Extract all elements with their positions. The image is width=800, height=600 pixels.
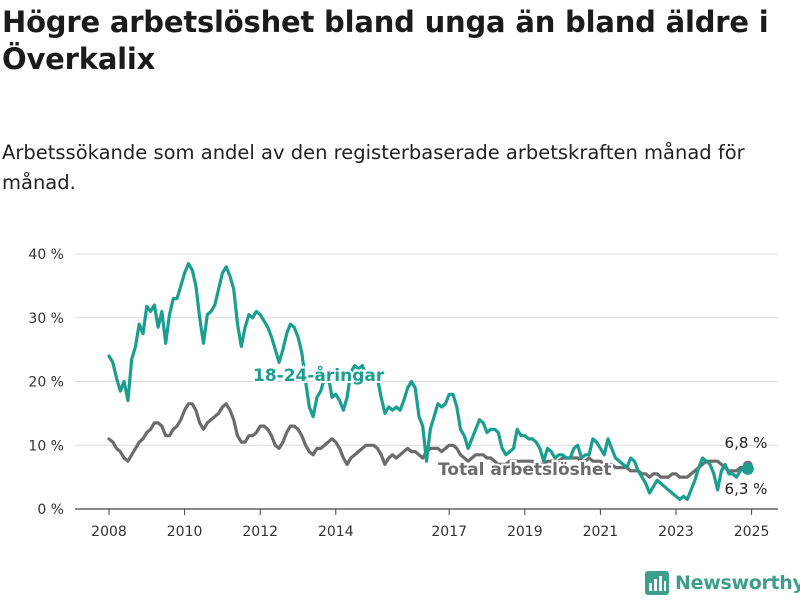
series-label-youth: 18-24-åringar: [253, 364, 385, 386]
y-axis-ticks: 0 % 10 % 20 % 30 % 40 %: [28, 247, 64, 518]
x-tick-label: 2019: [507, 524, 543, 540]
end-point-youth: [741, 462, 754, 475]
y-tick-label: 30 %: [28, 311, 64, 327]
x-tick-label: 2008: [91, 524, 127, 540]
x-tick-label: 2012: [242, 524, 278, 540]
x-tick-label: 2025: [734, 524, 770, 540]
x-axis-ticks: 2008 2010 2012 2014 2017 2019 2021 2023 2025: [91, 509, 769, 540]
x-tick-label: 2017: [431, 524, 467, 540]
x-tick-label: 2014: [318, 524, 354, 540]
y-tick-label: 10 %: [28, 438, 64, 454]
chart-subtitle: Arbetssökande som andel av den registerb…: [2, 141, 745, 194]
newsworthy-logo: Newsworthy: [645, 568, 800, 598]
series-line-youth: [107, 262, 750, 501]
x-tick-label: 2010: [167, 524, 203, 540]
brand-name: Newsworthy: [675, 572, 800, 594]
y-tick-label: 40 %: [28, 247, 64, 263]
y-tick-label: 20 %: [28, 375, 64, 391]
grid-lines: [75, 253, 778, 510]
end-label-youth: 6,3 %: [725, 480, 768, 498]
chart-title: Högre arbetslöshet bland unga än bland ä…: [2, 5, 769, 76]
x-tick-label: 2023: [658, 524, 694, 540]
series-label-total: Total arbetslöshet: [438, 460, 612, 480]
end-label-total: 6,8 %: [725, 434, 768, 452]
series-lines: [107, 262, 750, 501]
x-tick-label: 2021: [583, 524, 619, 540]
y-tick-label: 0 %: [37, 502, 64, 518]
bar-chart-icon: [645, 571, 669, 595]
